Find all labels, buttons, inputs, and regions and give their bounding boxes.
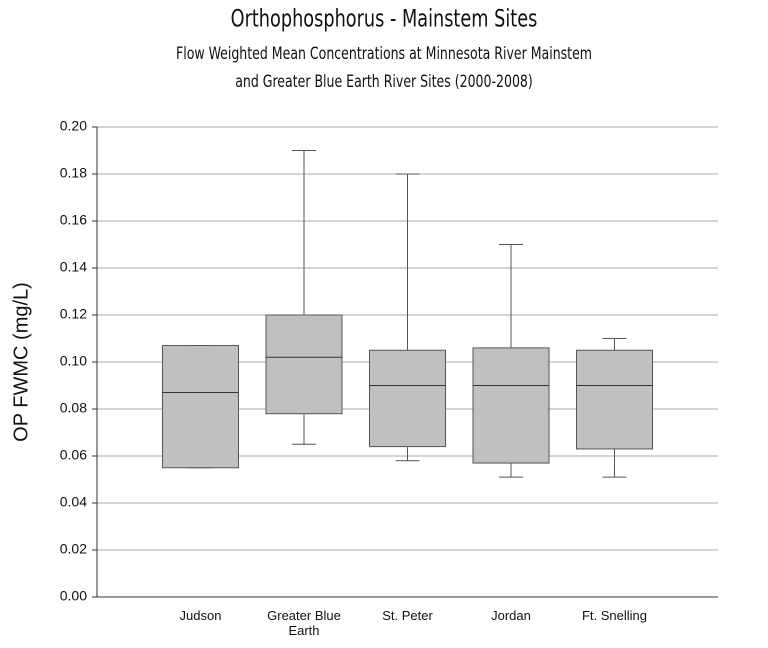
y-tick-label: 0.04 [60, 494, 87, 510]
y-tick-label: 0.18 [60, 165, 87, 181]
y-tick-label: 0.08 [60, 400, 87, 416]
box [472, 347, 550, 464]
y-tick-label: 0.12 [60, 306, 87, 322]
y-tick-label: 0.10 [60, 353, 87, 369]
y-axis-label: OP FWMC (mg/L) [10, 282, 32, 442]
y-tick-label: 0.16 [60, 212, 87, 228]
box [576, 349, 653, 450]
y-tick-label: 0.20 [60, 118, 87, 134]
box [162, 345, 239, 469]
y-tick-label: 0.06 [60, 447, 87, 463]
chart-subtitle: Flow Weighted Mean Concentrations at Min… [176, 44, 592, 64]
box [265, 314, 343, 415]
chart-title: Orthophosphorus - Mainstem Sites [231, 6, 538, 33]
x-tick-label: Ft. Snelling [581, 608, 648, 623]
y-tick-label: 0.00 [60, 588, 87, 604]
box [369, 349, 446, 448]
x-tick-label: Judson [179, 608, 222, 623]
x-tick-label: St. Peter [382, 608, 433, 623]
y-tick-label: 0.02 [60, 541, 87, 557]
chart-subtitle: and Greater Blue Earth River Sites (2000… [235, 72, 533, 92]
y-tick-label: 0.14 [60, 259, 87, 275]
x-tick-label: Jordan [491, 608, 531, 623]
x-tick-label: Greater Blue Earth [267, 608, 341, 638]
